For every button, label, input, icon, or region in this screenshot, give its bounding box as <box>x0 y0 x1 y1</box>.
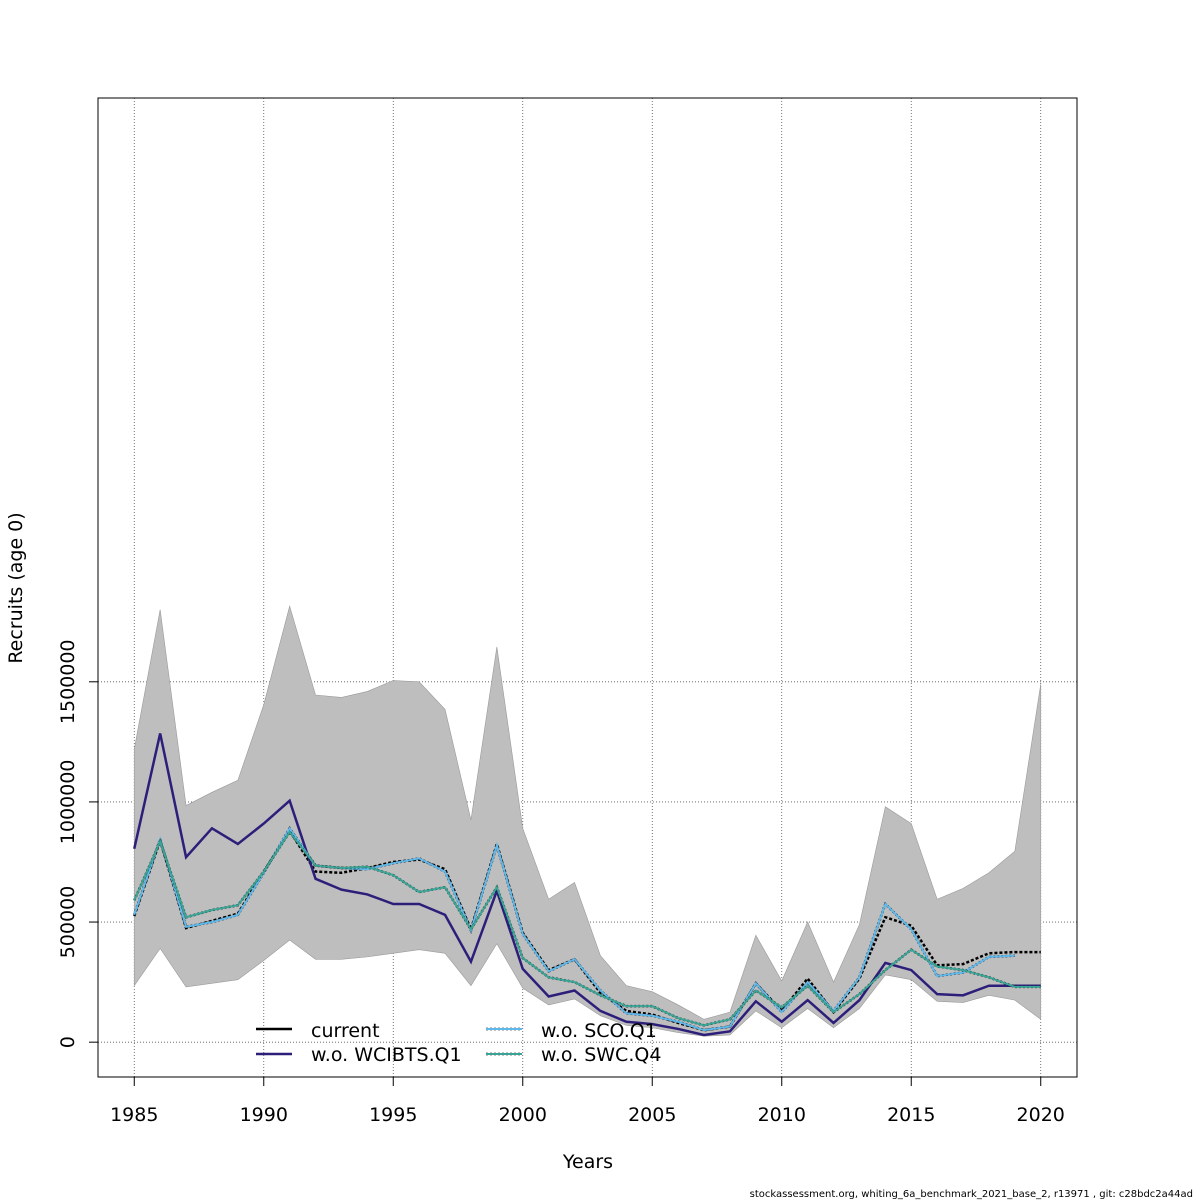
x-tick-label: 1990 <box>240 1104 288 1126</box>
credit-text: stockassessment.org, whiting_6a_benchmar… <box>750 1189 1193 1200</box>
series-line-swc <box>133 830 1041 1027</box>
x-axis-title: Years <box>562 1151 613 1173</box>
legend: current w.o. WCIBTS.Q1 w.o. SCO.Q1 w.o. … <box>256 1020 661 1066</box>
x-tick-label: 2000 <box>499 1104 547 1126</box>
x-tick-label: 1985 <box>110 1104 158 1126</box>
x-tick-label: 2015 <box>887 1104 935 1126</box>
series-lines <box>133 733 1041 1037</box>
legend-label-wcibts: w.o. WCIBTS.Q1 <box>311 1044 462 1066</box>
x-tick-label: 1995 <box>369 1104 417 1126</box>
y-axis: 0 500000 1000000 1500000 <box>57 639 99 1048</box>
y-axis-title: Recruits (age 0) <box>5 512 27 663</box>
y-tick-label: 500000 <box>57 886 79 959</box>
legend-label-sco: w.o. SCO.Q1 <box>541 1020 657 1042</box>
series-line-wcibts <box>133 733 1041 1037</box>
y-tick-label: 1000000 <box>57 760 79 845</box>
x-tick-label: 2020 <box>1017 1104 1065 1126</box>
legend-label-swc: w.o. SWC.Q4 <box>541 1044 661 1066</box>
x-axis: 1985 1990 1995 2000 2005 2010 2015 2020 <box>110 1076 1065 1126</box>
y-tick-label: 0 <box>57 1036 79 1048</box>
x-tick-label: 2005 <box>628 1104 676 1126</box>
confidence-band <box>133 604 1042 1037</box>
x-tick-label: 2010 <box>758 1104 806 1126</box>
y-tick-label: 1500000 <box>57 639 79 724</box>
legend-label-current: current <box>311 1020 380 1042</box>
